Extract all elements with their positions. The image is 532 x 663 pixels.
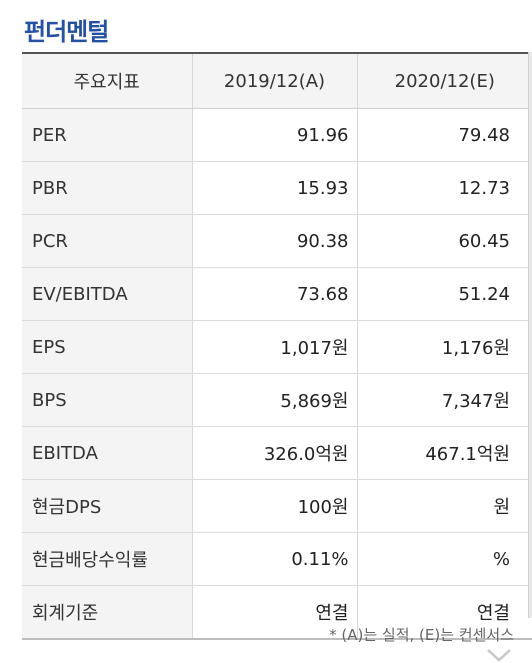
- row-value-estimate: 7,347원: [356, 373, 532, 427]
- table-row: PBR 15.93 12.73: [22, 161, 532, 215]
- table-row: 현금배당수익률 0.11% %: [22, 532, 532, 586]
- section-title: 펀더멘털: [24, 18, 109, 46]
- table-row: EPS 1,017원 1,176원: [22, 320, 532, 374]
- row-value-actual: 326.0억원: [191, 426, 357, 480]
- row-label: EBITDA: [22, 426, 192, 480]
- row-value-actual: 90.38: [191, 214, 357, 268]
- fundamentals-table-container: 주요지표 2019/12(A) 2020/12(E) PER 91.96 79.…: [22, 52, 532, 640]
- chevron-down-icon[interactable]: [486, 648, 512, 663]
- row-value-estimate: %: [356, 532, 532, 586]
- row-label: PCR: [22, 214, 192, 268]
- row-value-estimate: 51.24: [356, 267, 532, 321]
- row-label: PER: [22, 108, 192, 162]
- footnote: * (A)는 실적, (E)는 컨센서스: [329, 626, 514, 644]
- header-2019-actual: 2019/12(A): [191, 52, 357, 109]
- header-2020-estimate: 2020/12(E): [356, 52, 532, 109]
- table-header-row: 주요지표 2019/12(A) 2020/12(E): [22, 52, 532, 109]
- row-value-actual: 100원: [191, 479, 357, 533]
- row-value-estimate: 467.1억원: [356, 426, 532, 480]
- row-label: EPS: [22, 320, 192, 374]
- row-value-estimate: 12.73: [356, 161, 532, 215]
- table-row: PER 91.96 79.48: [22, 108, 532, 162]
- row-value-actual: 0.11%: [191, 532, 357, 586]
- row-value-actual: 91.96: [191, 108, 357, 162]
- table-row: EBITDA 326.0억원 467.1억원: [22, 426, 532, 480]
- row-value-estimate: 연결: [356, 585, 532, 640]
- row-value-actual: 5,869원: [191, 373, 357, 427]
- row-value-actual: 연결: [191, 585, 357, 640]
- fundamentals-table: 주요지표 2019/12(A) 2020/12(E) PER 91.96 79.…: [22, 52, 532, 640]
- row-value-actual: 1,017원: [191, 320, 357, 374]
- row-label: 현금배당수익률: [22, 532, 192, 586]
- row-label: PBR: [22, 161, 192, 215]
- adjacent-column-edge: [528, 52, 532, 618]
- row-value-estimate: 60.45: [356, 214, 532, 268]
- table-row: BPS 5,869원 7,347원: [22, 373, 532, 427]
- table-row: 현금DPS 100원 원: [22, 479, 532, 533]
- table-row: 회계기준 연결 연결: [22, 585, 532, 640]
- row-label: 현금DPS: [22, 479, 192, 533]
- table-row: EV/EBITDA 73.68 51.24: [22, 267, 532, 321]
- row-value-actual: 73.68: [191, 267, 357, 321]
- row-value-estimate: 1,176원: [356, 320, 532, 374]
- row-label: BPS: [22, 373, 192, 427]
- table-row: PCR 90.38 60.45: [22, 214, 532, 268]
- row-label: 회계기준: [22, 585, 192, 640]
- header-indicator: 주요지표: [22, 52, 192, 109]
- row-value-estimate: 원: [356, 479, 532, 533]
- row-value-estimate: 79.48: [356, 108, 532, 162]
- row-label: EV/EBITDA: [22, 267, 192, 321]
- row-value-actual: 15.93: [191, 161, 357, 215]
